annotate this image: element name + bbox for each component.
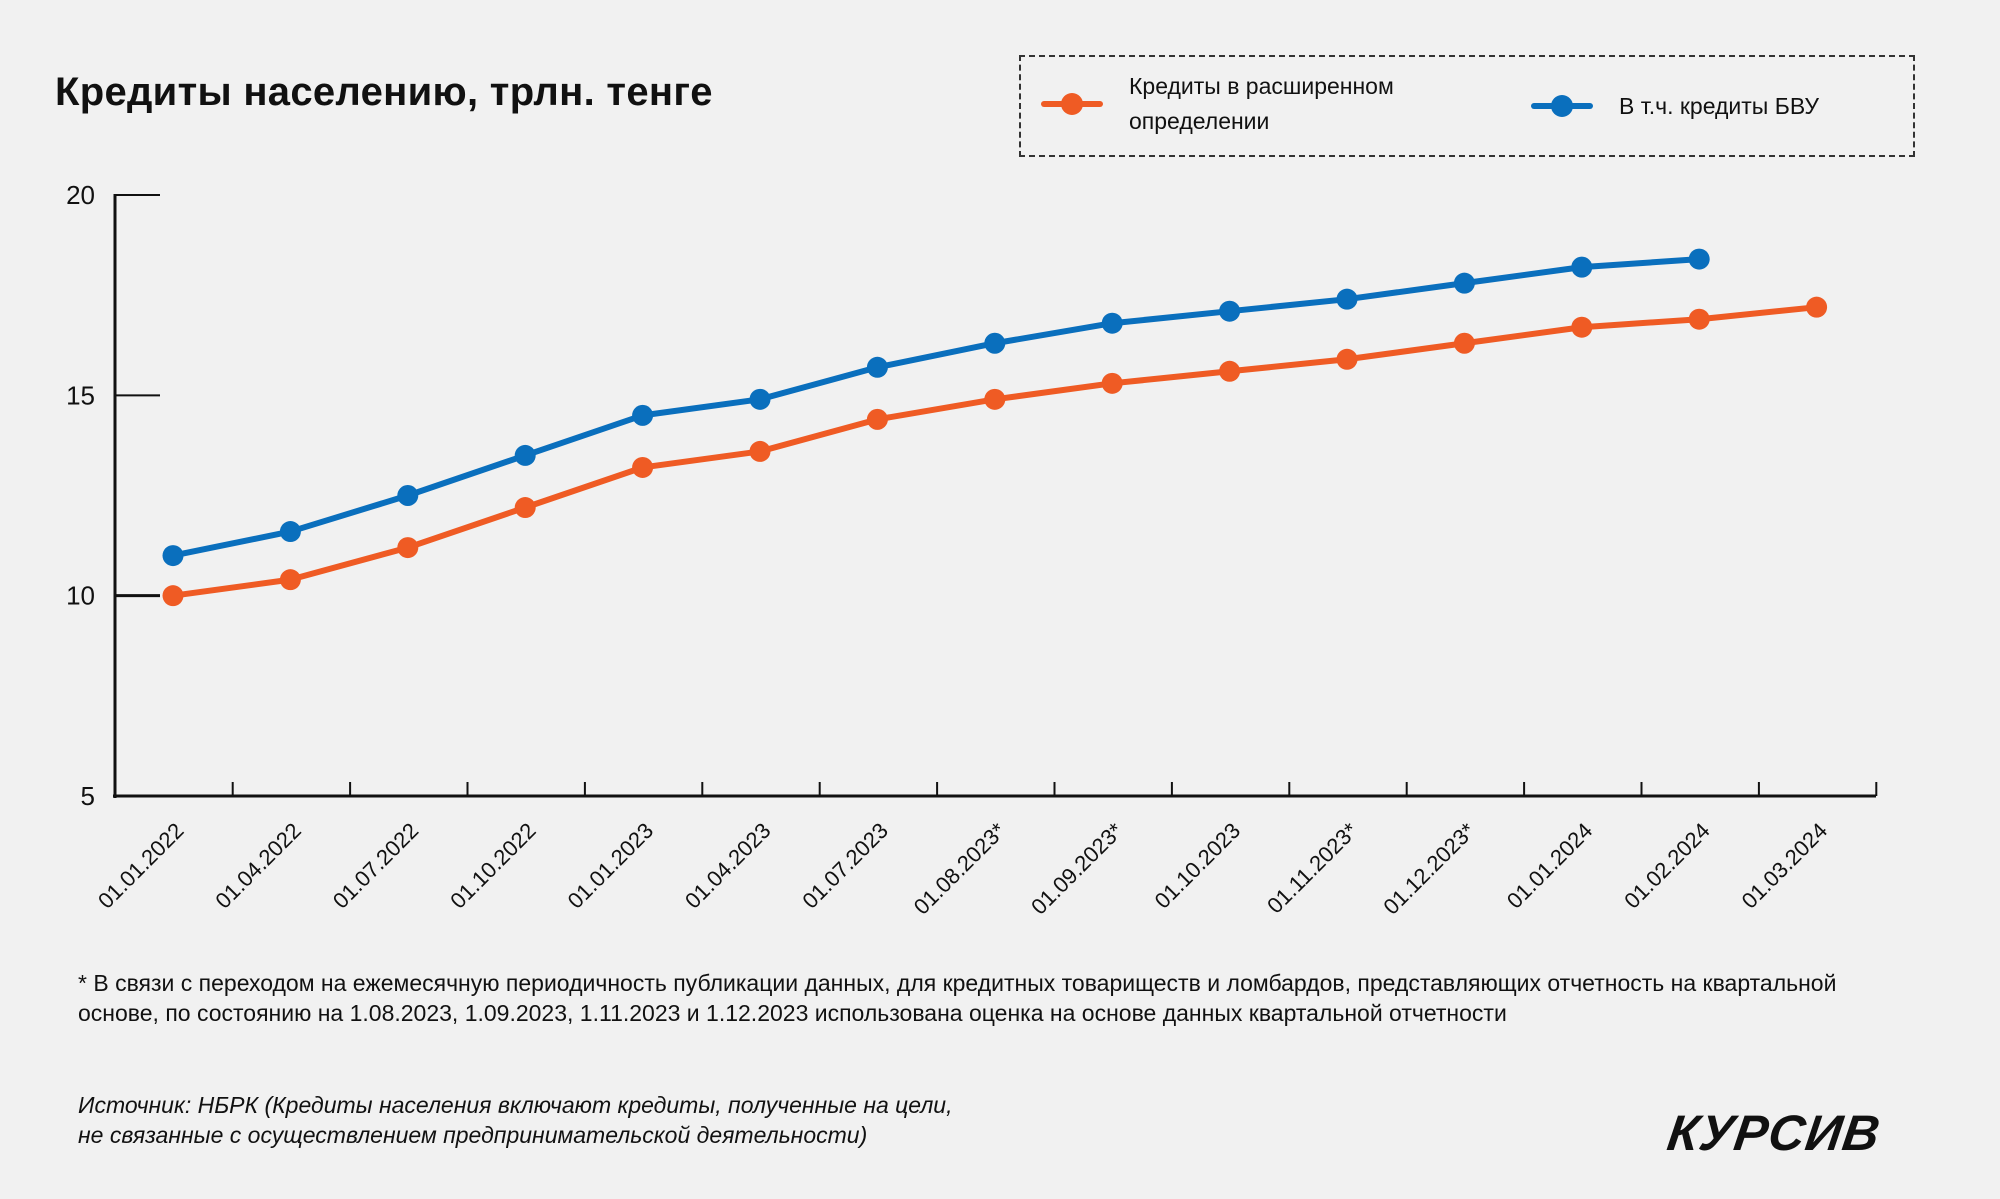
data-point-bvu (279, 521, 301, 543)
y-tick-label: 5 (81, 781, 95, 811)
data-point-extended (632, 456, 654, 478)
series-line-bvu (172, 256, 1700, 559)
source-line-1: Источник: НБРК (Кредиты населения включа… (78, 1092, 953, 1118)
data-point-bvu (1571, 256, 1593, 278)
legend-label-extended-line1: Кредиты в расширенном (1129, 73, 1394, 99)
data-point-extended (1806, 296, 1828, 318)
data-point-extended (1219, 360, 1241, 382)
y-tick-label: 20 (66, 180, 95, 210)
legend-label-extended-line2: определении (1129, 108, 1270, 134)
y-tick-label: 15 (66, 380, 95, 410)
data-point-bvu (1336, 288, 1358, 310)
data-point-extended (984, 388, 1006, 410)
data-point-bvu (514, 444, 536, 466)
legend-label-bvu: В т.ч. кредиты БВУ (1619, 92, 1820, 119)
x-tick-label: 01.02.2024 (1619, 818, 1715, 914)
chart-title: Кредиты населению, трлн. тенге (55, 70, 713, 114)
x-tick-label: 01.04.2023 (680, 818, 776, 914)
x-tick-label: 01.10.2023 (1150, 818, 1246, 914)
x-tick-label: 01.03.2024 (1737, 818, 1833, 914)
x-tick-label: 01.01.2024 (1502, 818, 1598, 914)
legend-swatch-bvu (1531, 86, 1593, 126)
data-point-bvu (397, 485, 419, 506)
data-point-bvu (632, 404, 654, 426)
data-point-bvu (749, 388, 771, 410)
x-tick-label: 01.09.2023* (1026, 818, 1128, 920)
data-point-bvu (984, 332, 1006, 354)
data-point-extended (397, 537, 419, 559)
x-tick-label: 01.10.2022 (445, 818, 541, 914)
x-tick-label: 01.04.2022 (210, 818, 306, 914)
data-point-bvu (866, 356, 888, 378)
legend-item-bvu: В т.ч. кредиты БВУ (1531, 86, 1819, 126)
data-point-bvu (1453, 272, 1475, 294)
data-point-extended (1688, 308, 1710, 330)
x-tick-label: 01.11.2023* (1262, 818, 1363, 919)
y-tick-label: 10 (66, 581, 95, 611)
data-point-extended (1571, 316, 1593, 338)
data-point-extended (162, 585, 184, 607)
data-point-extended (1101, 372, 1123, 394)
x-tick-label: 01.08.2023* (909, 818, 1011, 920)
footnote: * В связи с переходом на ежемесячную пер… (78, 970, 1837, 1026)
legend-item-extended: Кредиты в расширенном определении (1041, 69, 1394, 139)
data-point-bvu (162, 545, 184, 567)
kursiv-logo: КУРСИВ (1664, 1105, 1885, 1161)
source-note: Источник: НБРК (Кредиты населения включа… (78, 1090, 952, 1150)
x-tick-label: 01.07.2023 (797, 818, 893, 914)
data-point-extended (1453, 332, 1475, 354)
x-tick-label: 01.07.2022 (328, 818, 424, 914)
data-point-extended (279, 569, 301, 591)
data-point-extended (514, 497, 536, 519)
data-point-extended (1336, 348, 1358, 370)
data-point-bvu (1101, 312, 1123, 334)
legend: Кредиты в расширенном определении В т.ч.… (1019, 55, 1915, 157)
data-point-bvu (1688, 248, 1710, 270)
source-line-2: не связанные с осуществлением предприним… (78, 1122, 868, 1148)
x-tick-label: 01.01.2023 (563, 818, 659, 914)
data-point-extended (749, 440, 771, 462)
x-tick-label: 01.01.2022 (93, 818, 189, 914)
x-tick-label: 01.12.2023* (1378, 818, 1480, 920)
legend-swatch-extended (1041, 84, 1103, 124)
data-point-extended (866, 408, 888, 430)
data-point-bvu (1219, 300, 1241, 322)
